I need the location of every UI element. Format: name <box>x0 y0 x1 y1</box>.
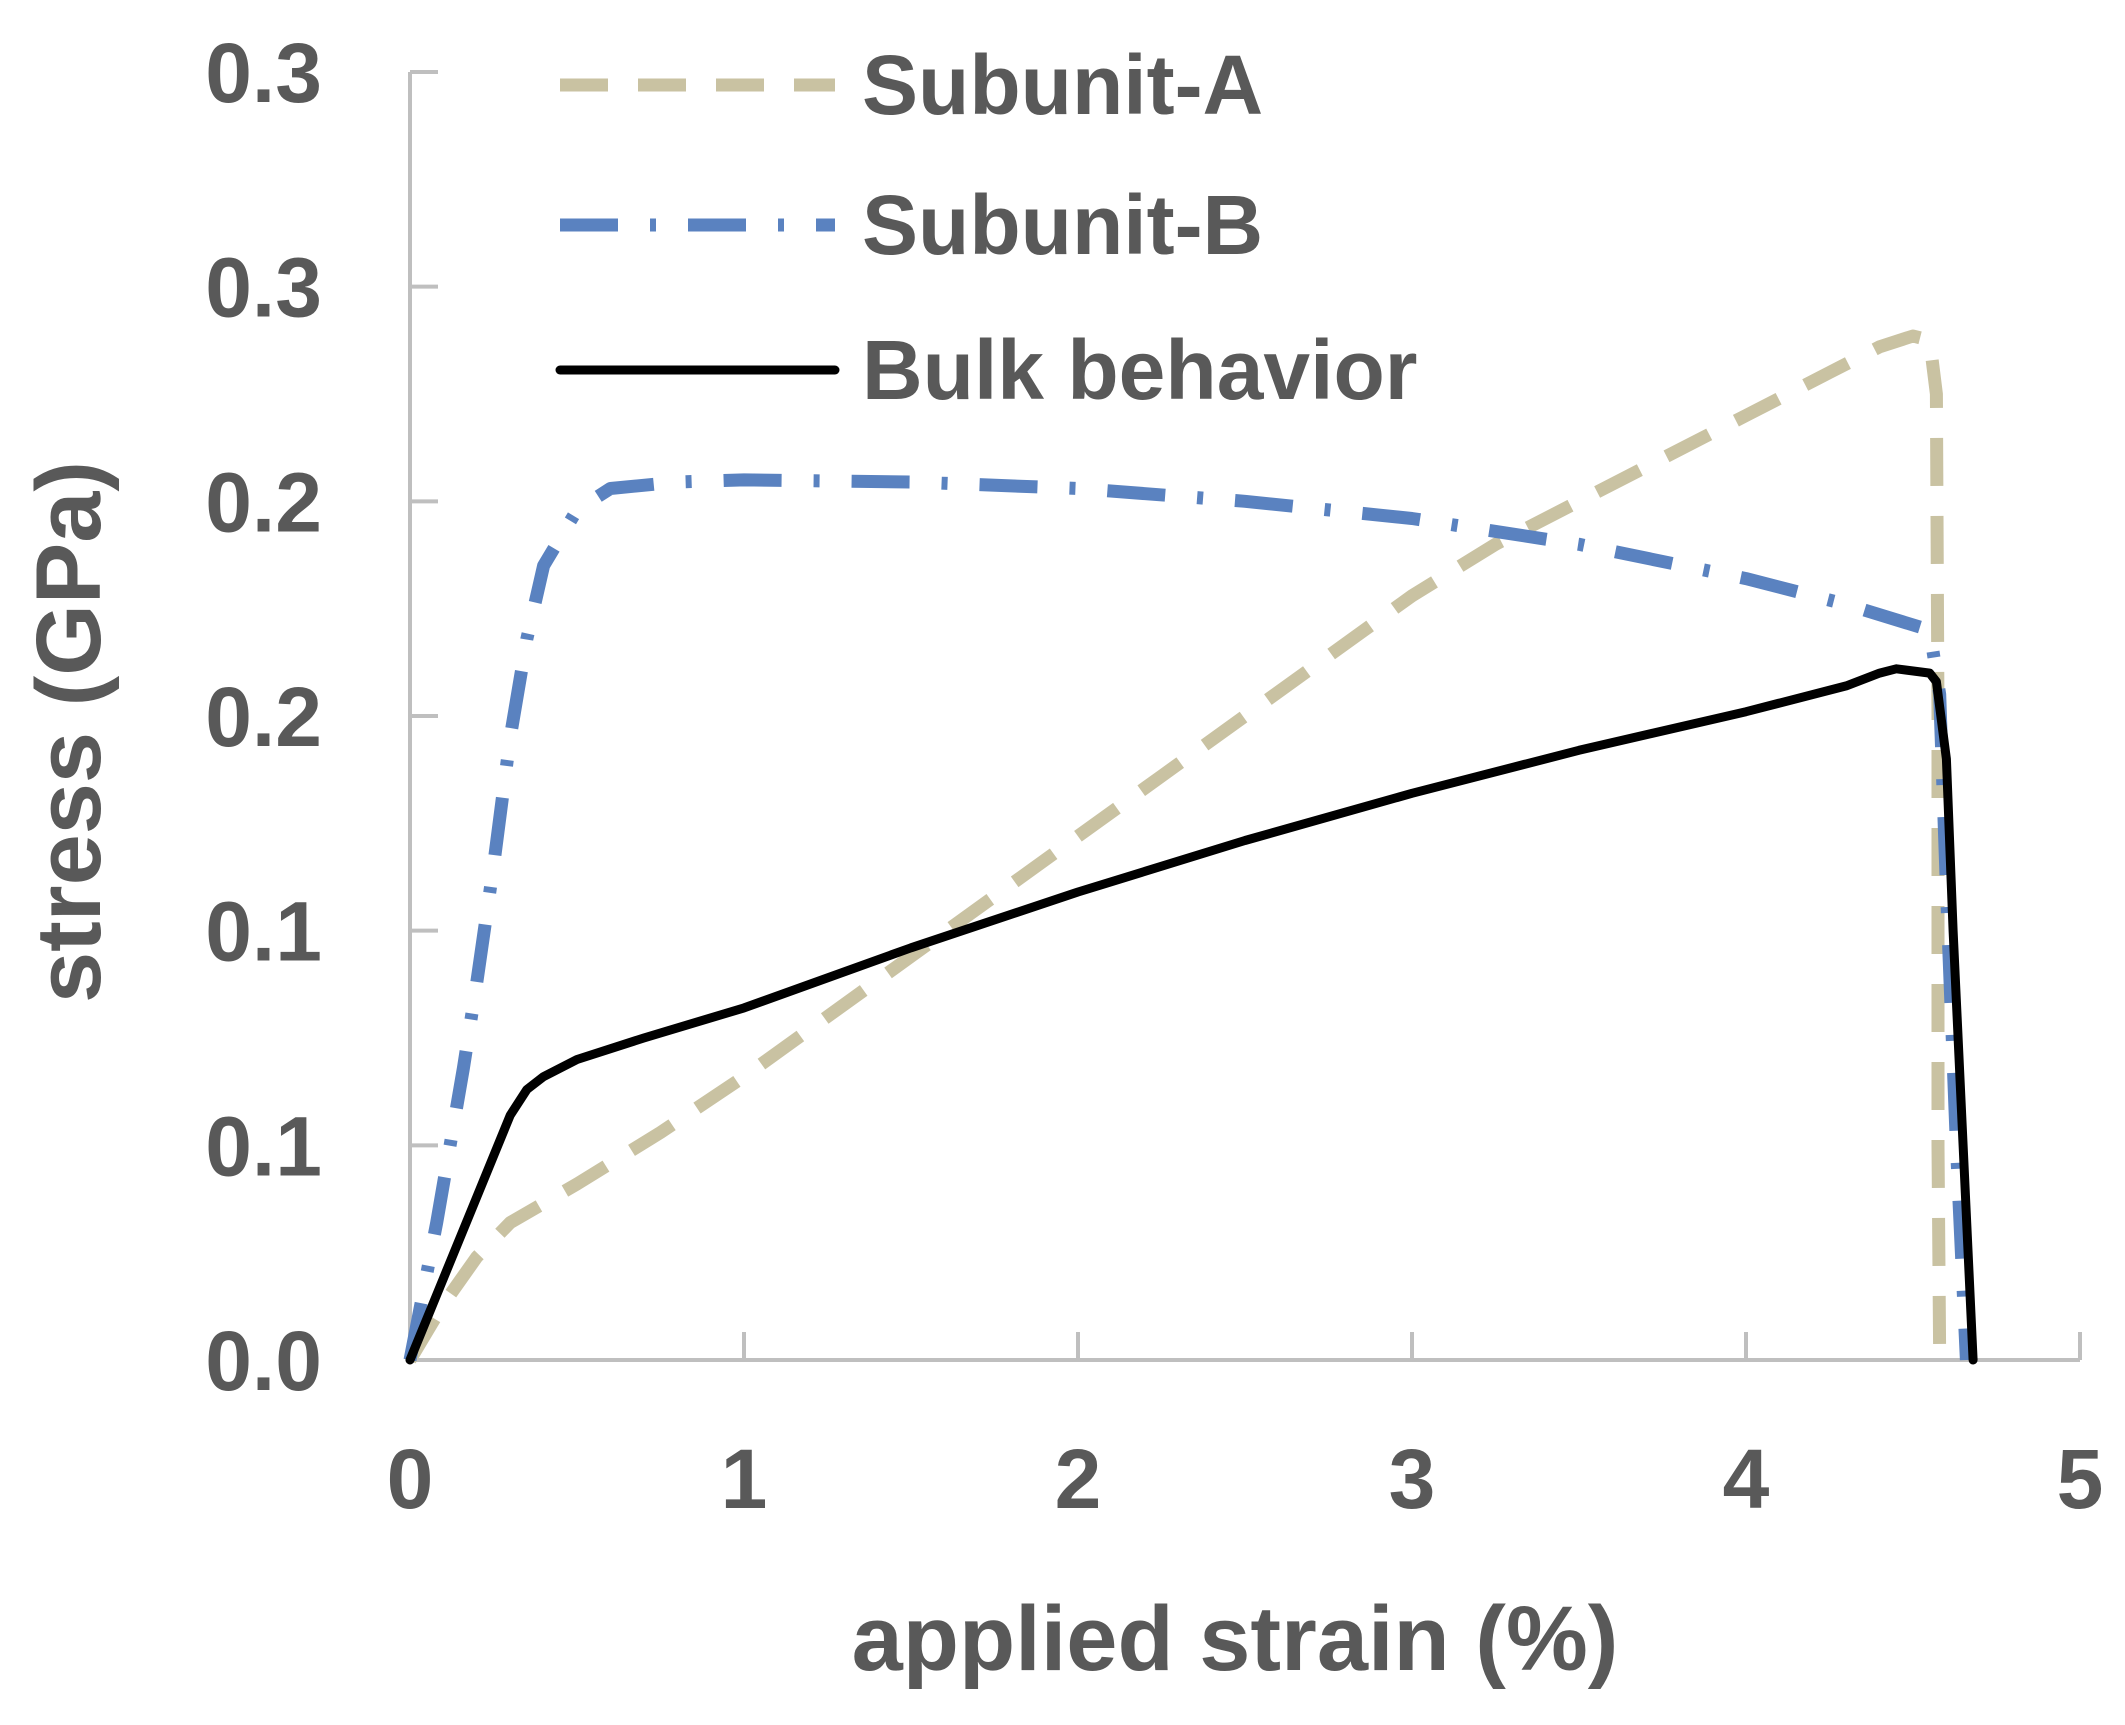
x-tick-label: 2 <box>1055 1432 1102 1526</box>
y-tick-label: 0.3 <box>205 26 322 120</box>
tick-labels: 0 1 2 3 4 5 0.0 0.1 0.1 0.2 0.2 0.3 0.3 <box>205 26 2103 1526</box>
legend-label: Subunit-B <box>862 178 1263 272</box>
x-tick-label: 3 <box>1389 1432 1436 1526</box>
x-tick-label: 1 <box>721 1432 768 1526</box>
axes <box>408 70 2082 1362</box>
x-tick-label: 0 <box>387 1432 434 1526</box>
x-axis-title: applied strain (%) <box>852 1588 1619 1690</box>
y-axis-title: stress (GPa) <box>18 461 120 1003</box>
legend-label: Subunit-A <box>862 38 1263 132</box>
legend: Subunit-A Subunit-B Bulk behavior <box>555 38 1417 417</box>
y-tick-label: 0.1 <box>205 885 322 979</box>
y-tick-label: 0.0 <box>205 1314 322 1408</box>
x-tick-label: 4 <box>1723 1432 1770 1526</box>
y-tick-label: 0.2 <box>205 455 322 549</box>
series-line-subunit-b <box>403 473 1973 1362</box>
series-line-subunit-a <box>404 329 1947 1364</box>
y-tick-label: 0.3 <box>205 241 322 335</box>
x-tick-label: 5 <box>2057 1432 2104 1526</box>
y-tick-label: 0.1 <box>205 1099 322 1193</box>
legend-label: Bulk behavior <box>862 323 1417 417</box>
series-lines <box>403 329 1978 1365</box>
y-tick-label: 0.2 <box>205 670 322 764</box>
series-line-bulk-behavior <box>405 664 1978 1365</box>
